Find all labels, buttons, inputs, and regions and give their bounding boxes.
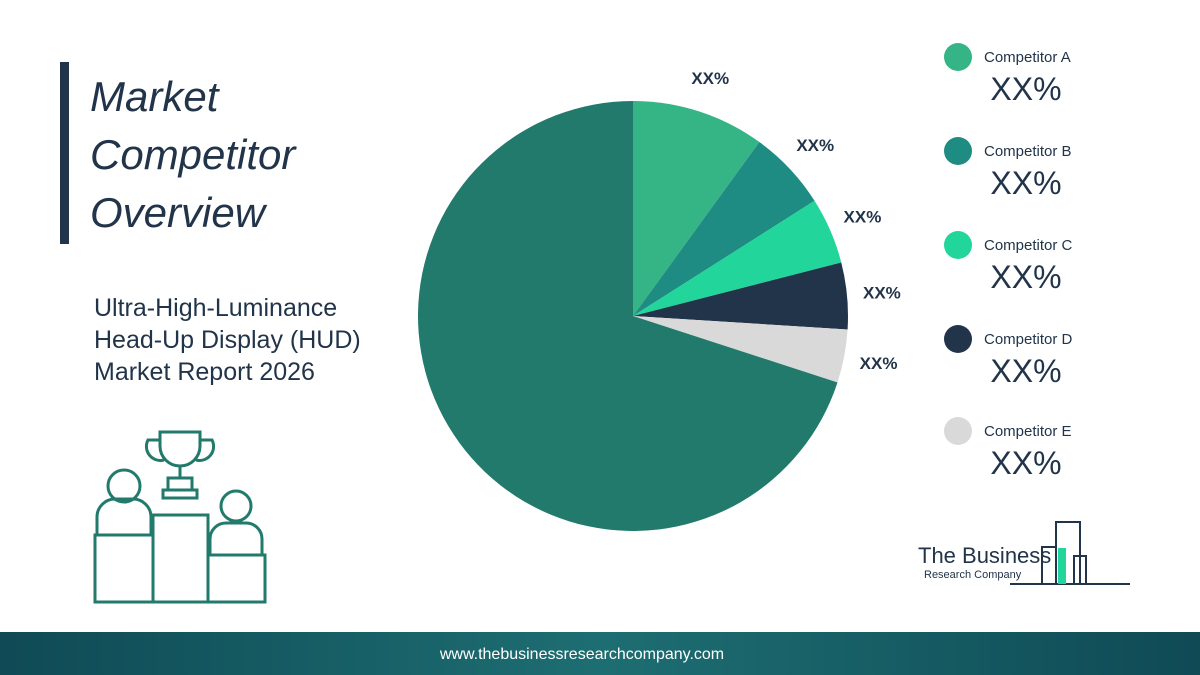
pie-slice	[633, 316, 848, 383]
legend-swatch	[944, 231, 972, 259]
legend-swatch	[944, 325, 972, 353]
logo-name: The Business	[918, 543, 1051, 568]
legend-label: Competitor B	[984, 143, 1072, 160]
legend-label: Competitor D	[984, 331, 1073, 348]
legend-value: XX%	[990, 353, 1061, 389]
logo-graphic	[1010, 521, 1130, 585]
legend-value: XX%	[990, 259, 1061, 295]
pie-slice	[633, 142, 815, 316]
pie-slice	[633, 200, 842, 316]
legend-swatch	[944, 43, 972, 71]
legend-label: Competitor A	[984, 49, 1071, 66]
value-label: XX%	[844, 208, 882, 227]
legend-label: Competitor C	[984, 237, 1073, 254]
logo-subname: Research Company	[924, 569, 1022, 581]
legend-value: XX%	[990, 445, 1061, 481]
legend-value: XX%	[990, 165, 1061, 201]
legend-label: Competitor E	[984, 423, 1072, 440]
legend-swatch	[944, 137, 972, 165]
value-label: XX%	[691, 69, 729, 88]
podium-icon	[93, 430, 267, 604]
footer-url: www.thebusinessresearchcompany.com	[439, 646, 724, 663]
subtitle: Ultra-High-Luminance Head-Up Display (HU…	[94, 294, 361, 386]
value-label: XX%	[860, 354, 898, 373]
pie-slice	[633, 262, 848, 330]
footer-band	[0, 632, 1200, 675]
pie-slice	[633, 101, 760, 316]
value-label: XX%	[863, 283, 901, 302]
title: Market Competitor Overview	[90, 73, 296, 236]
legend-value: XX%	[990, 71, 1061, 107]
title-accent	[60, 62, 69, 244]
pie-slice	[418, 101, 838, 531]
legend-swatch	[944, 417, 972, 445]
value-label: XX%	[796, 136, 834, 155]
